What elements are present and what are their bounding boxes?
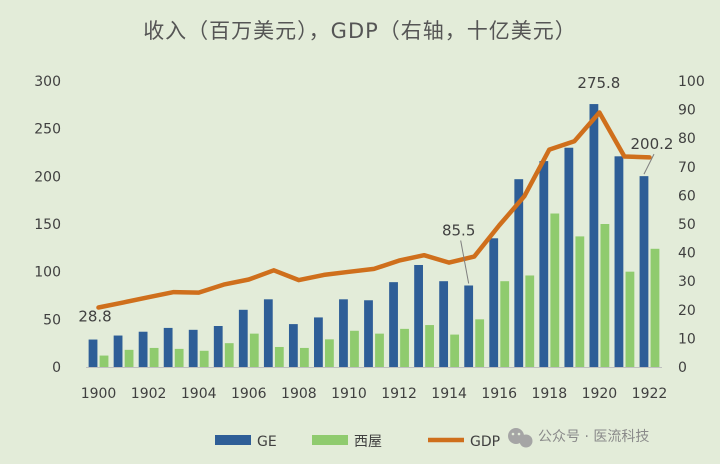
x-tick-label: 1916 (481, 386, 517, 402)
x-tick-label: 1914 (431, 386, 467, 402)
y-right-tick-label: 0 (678, 360, 687, 376)
westinghouse-bar (149, 347, 159, 367)
westinghouse-bar (400, 328, 409, 367)
y-right-tick-label: 20 (678, 303, 696, 319)
westinghouse-bar (350, 330, 359, 367)
x-tick-label: 1902 (131, 386, 167, 402)
ge-bar (564, 147, 574, 367)
watermark-text: 公众号 · 医流科技 (538, 429, 649, 445)
ge-bar (639, 176, 649, 367)
westinghouse-bar (500, 281, 510, 367)
y-left-tick-label: 250 (34, 122, 61, 138)
x-tick-label: 1900 (81, 386, 117, 402)
y-right-tick-label: 50 (678, 217, 696, 233)
gdp-line (96, 110, 652, 310)
legend-label: 西屋 (354, 434, 382, 450)
data-label-leader (460, 240, 470, 284)
data-label-leader (643, 153, 655, 175)
ge-bar (539, 161, 549, 367)
x-tick-label: 1910 (331, 386, 367, 402)
data-label: 28.8 (78, 308, 111, 326)
ge-bar (364, 300, 373, 367)
ge-bar (614, 156, 624, 367)
wechat-icon (508, 428, 533, 448)
y-right-tick-label: 70 (678, 160, 696, 176)
ge-bar (113, 335, 123, 367)
x-tick-label: 1904 (181, 386, 217, 402)
watermark: 公众号 · 医流科技 (508, 428, 649, 448)
legend-swatch (312, 435, 348, 445)
legend-swatch (215, 435, 251, 445)
westinghouse-bar (325, 339, 334, 367)
data-label: 85.5 (442, 221, 475, 239)
data-label: 200.2 (631, 135, 674, 153)
y-left-tick-label: 200 (34, 169, 61, 185)
bars (88, 104, 660, 367)
westinghouse-bar (625, 271, 635, 367)
ge-bar (263, 299, 273, 367)
ge-bar (414, 264, 423, 367)
westinghouse-bar (224, 343, 234, 367)
y-left-tick-label: 100 (34, 265, 61, 281)
y-right-tick-label: 80 (678, 131, 696, 147)
westinghouse-bar (299, 347, 309, 367)
ge-bar (389, 282, 398, 367)
x-tick-label: 1908 (281, 386, 317, 402)
x-tick-label: 1912 (381, 386, 417, 402)
westinghouse-bar (475, 319, 485, 367)
westinghouse-bar (375, 333, 384, 367)
legend-label: GE (257, 434, 277, 450)
y-right-tick-label: 100 (678, 74, 705, 90)
gdp-line-group (96, 110, 652, 310)
ge-bar (288, 324, 298, 367)
westinghouse-bar (274, 346, 284, 367)
y-right-tick-label: 40 (678, 246, 696, 262)
x-tick-label: 1920 (582, 386, 618, 402)
y-right-tick-label: 30 (678, 274, 696, 290)
ge-bar (314, 317, 323, 367)
y-left-tick-label: 0 (52, 360, 61, 376)
ge-bar (188, 329, 198, 367)
y-right-tick-label: 10 (678, 331, 696, 347)
chart-title: 收入（百万美元），GDP（右轴，十亿美元） (143, 19, 577, 43)
y-left-tick-label: 150 (34, 217, 61, 233)
ge-bar (238, 309, 248, 367)
westinghouse-bar (174, 348, 184, 367)
westinghouse-bar (425, 325, 434, 367)
x-tick-label: 1922 (632, 386, 668, 402)
data-labels: 28.8 85.5 275.8 200.2 (78, 74, 673, 325)
y-right-tick-label: 60 (678, 188, 696, 204)
westinghouse-bar (124, 349, 134, 367)
westinghouse-bar (575, 236, 585, 367)
ge-bar (514, 179, 524, 367)
westinghouse-bar (550, 213, 560, 367)
ge-bar (163, 327, 173, 367)
axes: 0 50 100 150 200 250 300 0 10 20 30 40 50 60 70 80 90 100… (34, 74, 704, 402)
westinghouse-bar (525, 275, 535, 367)
y-right-tick-label: 90 (678, 103, 696, 119)
ge-bar (489, 238, 499, 367)
ge-bar (439, 281, 449, 367)
ge-bar (464, 285, 474, 367)
legend-label: GDP (470, 434, 500, 450)
westinghouse-bar (249, 333, 259, 367)
ge-bar (88, 339, 98, 367)
y-left-tick-label: 50 (43, 312, 61, 328)
westinghouse-bar (450, 334, 460, 367)
legend: GE 西屋 GDP (215, 434, 500, 450)
westinghouse-bar (600, 224, 610, 367)
ge-bar (339, 299, 348, 367)
westinghouse-bar (199, 350, 209, 367)
y-left-tick-label: 300 (34, 74, 61, 90)
x-tick-label: 1918 (531, 386, 567, 402)
ge-bar (138, 331, 148, 367)
westinghouse-bar (99, 355, 109, 367)
ge-bar (589, 104, 599, 367)
data-label: 275.8 (577, 74, 620, 92)
ge-bar (213, 326, 223, 367)
x-tick-label: 1906 (231, 386, 267, 402)
westinghouse-bar (650, 248, 660, 367)
